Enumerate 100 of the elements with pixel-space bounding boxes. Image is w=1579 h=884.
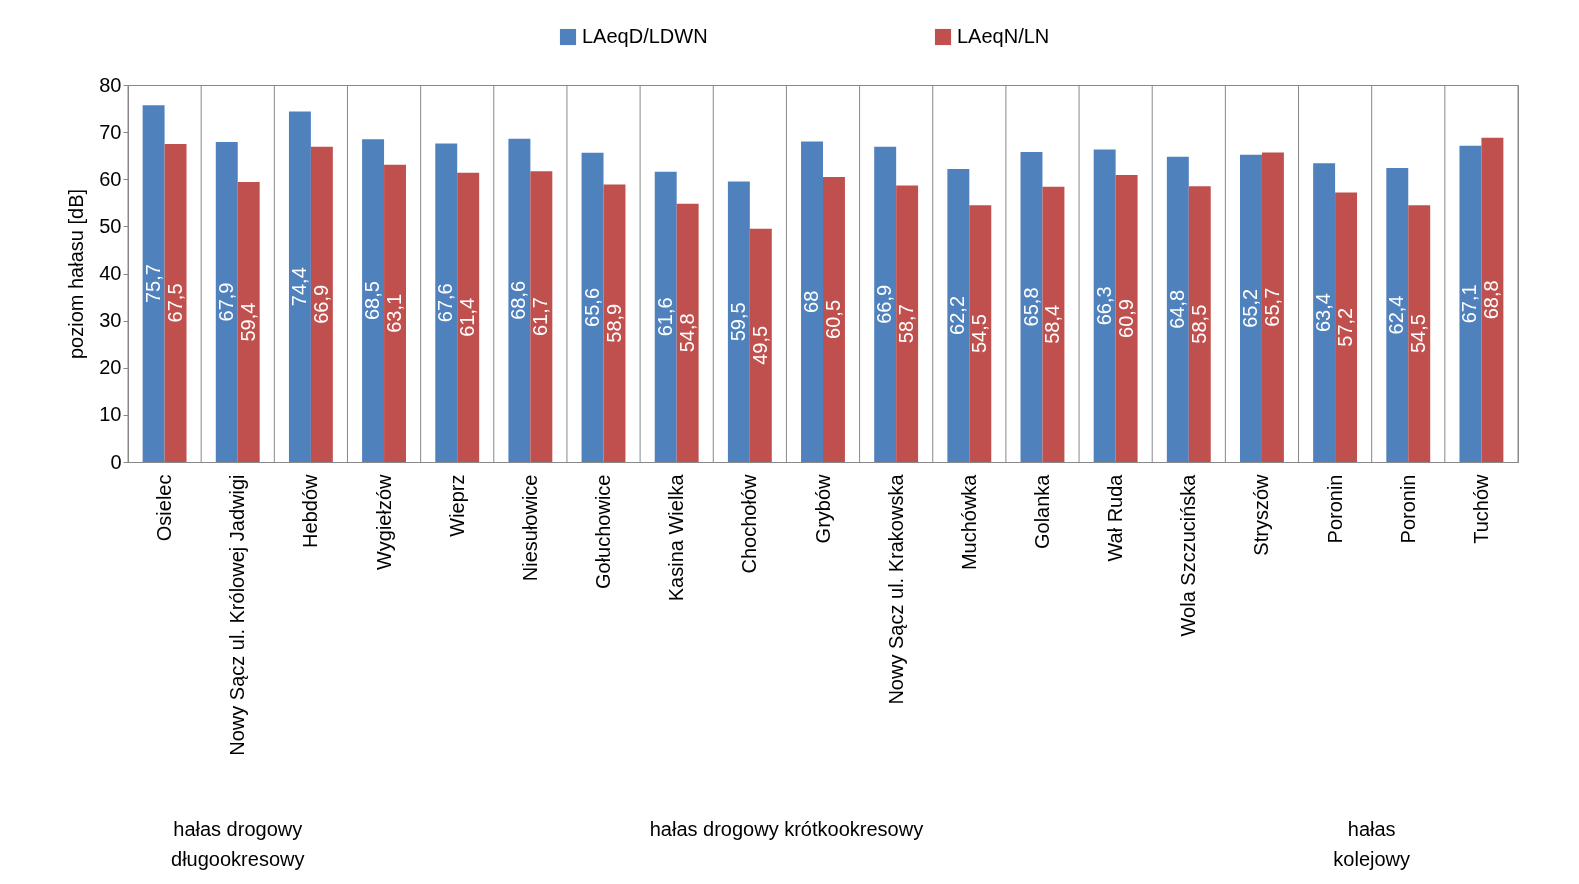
text: hałas drogowy długookresowy — [171, 818, 305, 870]
data-label: 65,2 — [1238, 288, 1261, 328]
bar — [896, 185, 919, 462]
bar — [1042, 186, 1065, 462]
data-label: 68,8 — [1480, 280, 1503, 320]
bar — [947, 168, 970, 462]
y-tick-label: 10 — [99, 403, 122, 426]
data-label: 64,8 — [1165, 289, 1188, 329]
data-label: 67,9 — [214, 282, 237, 322]
bar — [749, 228, 772, 462]
bar — [1481, 137, 1504, 462]
data-label: 68,5 — [361, 281, 384, 321]
bar — [288, 111, 311, 462]
x-tick-label: Gołuchowice — [592, 474, 615, 590]
bar — [435, 143, 458, 462]
data-label: 57,2 — [1334, 307, 1357, 347]
data-label: 66,9 — [309, 284, 332, 324]
x-tick-label: Poronin — [1396, 474, 1419, 544]
x-tick-label: Kasina Wielka — [665, 473, 688, 602]
bar — [823, 176, 845, 462]
data-label: 62,2 — [946, 295, 969, 335]
data-label: 54,5 — [1407, 314, 1430, 354]
data-label: 75,7 — [141, 264, 164, 304]
bar — [1261, 152, 1284, 462]
y-tick-label: 80 — [99, 73, 122, 96]
x-tick-label: Muchówka — [957, 473, 980, 571]
bar — [1093, 149, 1116, 462]
x-tick-label: Wygiełzów — [372, 473, 395, 570]
x-tick-label: Stryszów — [1250, 473, 1273, 556]
bar — [676, 203, 699, 462]
data-label: 58,4 — [1041, 304, 1064, 344]
data-label: 60,5 — [821, 299, 844, 339]
x-tick-label: Tuchów — [1469, 473, 1492, 544]
bar — [654, 171, 677, 462]
bar — [1386, 167, 1409, 462]
data-label: 65,6 — [580, 287, 603, 327]
data-label: 58,9 — [602, 303, 625, 343]
x-tick-label: Poronin — [1323, 474, 1346, 544]
y-tick-label: 30 — [99, 309, 122, 332]
y-tick-label: 60 — [99, 167, 122, 190]
bar — [1115, 175, 1138, 462]
bar — [1166, 156, 1189, 462]
data-label: 59,4 — [236, 302, 259, 342]
text: hałas drogowy krótkookresowy — [649, 818, 924, 840]
bar — [215, 142, 238, 462]
data-label: 63,1 — [383, 293, 406, 333]
data-label: 63,4 — [1312, 293, 1335, 333]
y-tick-label: 50 — [99, 214, 122, 237]
bar — [727, 181, 750, 462]
y-tick-label: 0 — [110, 450, 122, 473]
x-tick-label: Golanka — [1030, 473, 1053, 549]
text: hałas kolejowy — [1333, 818, 1411, 870]
bar — [142, 105, 165, 462]
bar — [1459, 145, 1482, 462]
bar — [1188, 186, 1211, 462]
bar — [1020, 151, 1043, 462]
data-label: 61,6 — [653, 297, 676, 337]
data-label: 68 — [800, 290, 823, 313]
bar — [530, 171, 553, 462]
legend-label: LAeqN/LN — [957, 25, 1050, 47]
bar — [362, 139, 385, 462]
x-tick-label: Chochołów — [738, 473, 761, 574]
bar — [384, 164, 406, 462]
bar — [969, 205, 992, 462]
data-label: 61,4 — [456, 297, 479, 337]
bar — [1408, 205, 1431, 462]
y-tick-label: 40 — [99, 262, 122, 284]
x-tick-label: Grybów — [811, 473, 834, 544]
data-label: 65,8 — [1019, 287, 1042, 327]
data-label: 65,7 — [1260, 287, 1283, 327]
bar — [801, 141, 823, 462]
x-tick-label: Wał Ruda — [1104, 473, 1127, 562]
y-tick-label: 70 — [99, 120, 122, 143]
data-label: 61,7 — [529, 297, 552, 337]
bar — [874, 146, 897, 462]
data-label: 67,6 — [434, 283, 457, 323]
bar — [310, 146, 333, 462]
data-label: 54,5 — [968, 314, 991, 354]
x-tick-label: Niesułowice — [518, 474, 541, 582]
x-tick-label: Wola Szczucińska — [1177, 473, 1200, 637]
bar — [603, 184, 626, 462]
data-label: 74,4 — [287, 267, 310, 307]
x-tick-label: Nowy Sącz ul. Krakowska — [884, 473, 907, 705]
data-label: 66,3 — [1092, 286, 1115, 326]
data-label: 67,5 — [163, 283, 186, 323]
bar — [1335, 192, 1358, 462]
bar — [1313, 163, 1336, 462]
legend-label: LAeqD/LDWN — [582, 25, 708, 47]
data-label: 62,4 — [1385, 295, 1408, 335]
bar — [508, 138, 531, 462]
data-label: 49,5 — [748, 325, 771, 365]
y-tick-label: 20 — [99, 356, 122, 379]
data-label: 58,7 — [895, 304, 918, 344]
bar — [457, 172, 480, 462]
data-label: 58,5 — [1187, 304, 1210, 344]
data-label: 68,6 — [507, 280, 530, 320]
bar — [1240, 154, 1262, 462]
bar — [164, 143, 187, 462]
data-label: 67,1 — [1458, 284, 1481, 324]
y-axis-title: poziom hałasu [dB] — [65, 188, 88, 360]
